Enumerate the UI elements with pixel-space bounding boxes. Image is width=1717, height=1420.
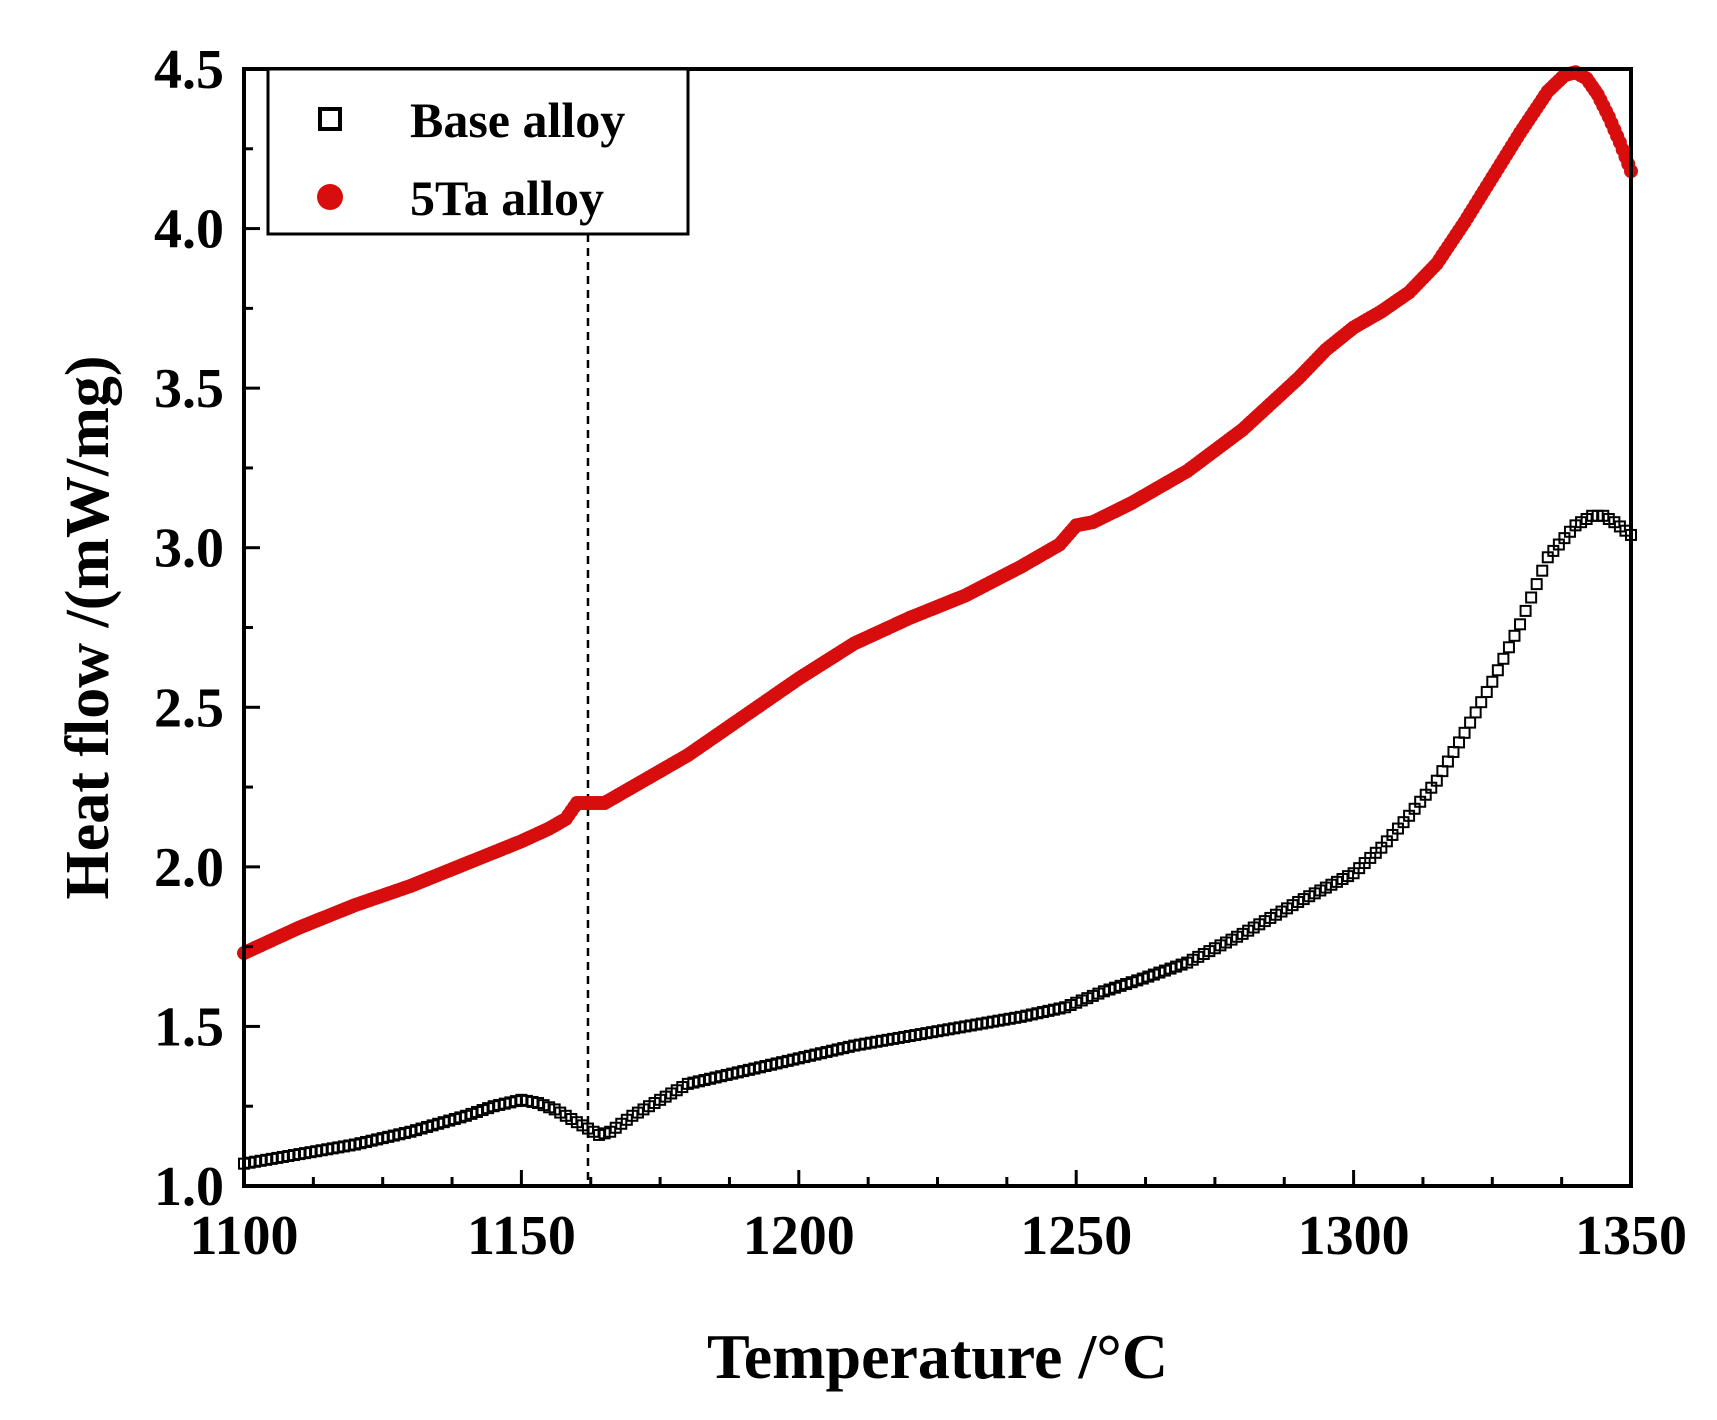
data-point-base-alloy: [1453, 736, 1466, 749]
axes-group: [242, 67, 1633, 1188]
data-point-base-alloy: [1464, 716, 1477, 729]
plot-frame: [242, 67, 1633, 1188]
x-tick-label: 1250: [1020, 1205, 1132, 1267]
legend: Base alloy 5Ta alloy: [266, 67, 690, 236]
y-tick-label: 1.5: [154, 996, 224, 1058]
data-point-base-alloy: [1475, 696, 1488, 709]
y-tick-label: 3.0: [154, 518, 224, 580]
x-tick-label: 1200: [743, 1205, 855, 1267]
data-point-base-alloy: [1519, 604, 1532, 617]
y-tick-label: 1.0: [154, 1156, 224, 1218]
data-point-base-alloy: [1436, 765, 1449, 778]
y-tick-label: 4.5: [154, 39, 224, 101]
legend-marker-base-alloy: [318, 107, 342, 131]
legend-marker-5ta-alloy: [317, 184, 343, 210]
y-axis-label: Heat flow /(mW/mg): [54, 355, 122, 899]
data-point-base-alloy: [1502, 641, 1515, 654]
data-point-base-alloy: [1508, 629, 1521, 642]
y-tick-label: 4.0: [154, 199, 224, 261]
y-tick-label: 2.5: [154, 677, 224, 739]
data-point-base-alloy: [1525, 591, 1538, 604]
data-point-base-alloy: [1514, 618, 1527, 631]
x-tick-label: 1100: [190, 1205, 299, 1267]
legend-label-base-alloy: Base alloy: [410, 92, 625, 148]
x-tick-label: 1350: [1575, 1205, 1687, 1267]
data-point-base-alloy: [1530, 578, 1543, 591]
data-point-base-alloy: [1486, 675, 1499, 688]
data-point-base-alloy: [1497, 652, 1510, 665]
data-point-base-alloy: [1447, 745, 1460, 758]
series-base-alloy: [238, 509, 1637, 1170]
data-point-base-alloy: [1491, 664, 1504, 677]
x-tick-label: 1150: [467, 1205, 576, 1267]
data-point-base-alloy: [1469, 706, 1482, 719]
x-axis-label: Temperature /°C: [707, 1321, 1168, 1392]
y-tick-label: 2.0: [154, 837, 224, 899]
x-tick-label: 1300: [1298, 1205, 1410, 1267]
y-tick-label: 3.5: [154, 358, 224, 420]
series-5ta-alloy: [237, 65, 1638, 961]
ticks-group: 1100 1150 1200 1250 1300 1350 1.0 1.5 2.0 2.5 3.0 3…: [154, 39, 1687, 1267]
data-point-base-alloy: [1458, 726, 1471, 739]
data-point-base-alloy: [1536, 564, 1549, 577]
legend-label-5ta-alloy: 5Ta alloy: [410, 170, 604, 226]
data-point-base-alloy: [1441, 755, 1454, 768]
data-point-base-alloy: [1480, 685, 1493, 698]
